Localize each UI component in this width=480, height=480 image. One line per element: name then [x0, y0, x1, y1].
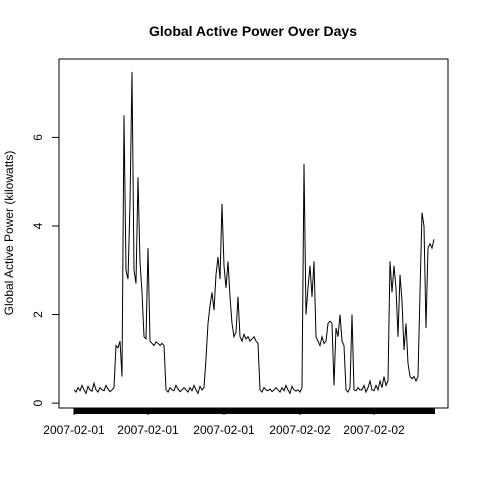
- x-tick-label: 2007-02-02: [343, 423, 405, 437]
- data-line: [73, 71, 435, 395]
- y-tick-label: 0: [31, 399, 45, 406]
- y-tick-label: 2: [31, 311, 45, 318]
- y-tick-label: 4: [31, 222, 45, 229]
- x-tick-label: 2007-02-01: [193, 423, 255, 437]
- x-tick-label: 2007-02-02: [269, 423, 331, 437]
- x-tick-label: 2007-02-01: [43, 423, 105, 437]
- x-tick-label: 2007-02-01: [117, 423, 179, 437]
- y-tick-label: 6: [31, 134, 45, 141]
- y-axis-label: Global Active Power (kilowatts): [2, 151, 16, 316]
- x-axis-dense-ticks: [74, 408, 435, 414]
- chart-title: Global Active Power Over Days: [149, 23, 357, 39]
